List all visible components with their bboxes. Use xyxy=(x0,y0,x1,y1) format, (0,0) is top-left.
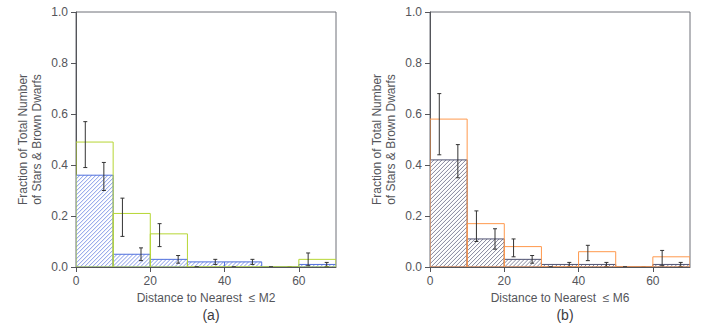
svg-text:1.0: 1.0 xyxy=(51,5,68,19)
svg-text:0.8: 0.8 xyxy=(51,56,68,70)
svg-text:Distance to Nearest ≤ M6: Distance to Nearest ≤ M6 xyxy=(491,291,630,305)
svg-text:0.4: 0.4 xyxy=(51,158,68,172)
svg-text:of Stars & Brown Dwarfs: of Stars & Brown Dwarfs xyxy=(384,74,398,205)
svg-text:(a): (a) xyxy=(202,307,219,323)
svg-text:0.6: 0.6 xyxy=(51,107,68,121)
svg-text:0.0: 0.0 xyxy=(51,260,68,274)
svg-text:40: 40 xyxy=(572,274,586,288)
svg-text:0.6: 0.6 xyxy=(405,107,422,121)
svg-text:0.8: 0.8 xyxy=(405,56,422,70)
svg-text:Distance to Nearest ≤ M2: Distance to Nearest ≤ M2 xyxy=(137,291,276,305)
svg-text:0.2: 0.2 xyxy=(51,209,68,223)
svg-text:60: 60 xyxy=(292,274,306,288)
svg-text:0: 0 xyxy=(427,274,434,288)
svg-text:60: 60 xyxy=(646,274,660,288)
svg-text:0: 0 xyxy=(73,274,80,288)
svg-text:40: 40 xyxy=(218,274,232,288)
svg-text:of Stars & Brown Dwarfs: of Stars & Brown Dwarfs xyxy=(30,74,44,205)
svg-text:0.4: 0.4 xyxy=(405,158,422,172)
svg-text:20: 20 xyxy=(498,274,512,288)
svg-text:1.0: 1.0 xyxy=(405,5,422,19)
svg-text:20: 20 xyxy=(144,274,158,288)
svg-text:(b): (b) xyxy=(556,307,573,323)
svg-text:0.2: 0.2 xyxy=(405,209,422,223)
svg-text:0.0: 0.0 xyxy=(405,260,422,274)
svg-text:Fraction of Total Number: Fraction of Total Number xyxy=(16,74,30,205)
svg-text:Fraction of Total Number: Fraction of Total Number xyxy=(370,74,384,205)
